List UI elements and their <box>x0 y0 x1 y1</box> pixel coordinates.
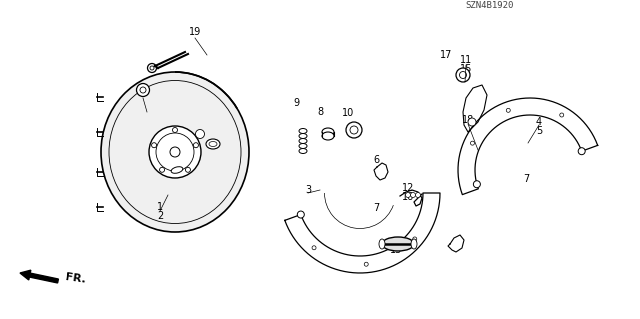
Ellipse shape <box>170 147 180 157</box>
Ellipse shape <box>299 144 307 149</box>
Text: 7: 7 <box>373 203 379 213</box>
Text: 5: 5 <box>536 126 542 136</box>
Text: 7: 7 <box>523 174 529 184</box>
Text: 15: 15 <box>460 64 472 74</box>
Ellipse shape <box>140 87 146 93</box>
Ellipse shape <box>406 192 410 197</box>
Text: 12: 12 <box>402 183 414 193</box>
Polygon shape <box>285 193 440 273</box>
Polygon shape <box>448 235 464 252</box>
Ellipse shape <box>186 167 191 172</box>
Ellipse shape <box>560 113 564 117</box>
Ellipse shape <box>415 192 420 197</box>
Text: 6: 6 <box>373 155 379 165</box>
Text: 13: 13 <box>390 245 402 255</box>
Ellipse shape <box>195 130 205 138</box>
Ellipse shape <box>209 142 217 146</box>
Text: SZN4B1920: SZN4B1920 <box>466 1 514 10</box>
Ellipse shape <box>322 128 334 136</box>
Ellipse shape <box>460 71 467 78</box>
Ellipse shape <box>474 181 481 188</box>
Text: 14: 14 <box>450 241 462 251</box>
Ellipse shape <box>312 246 316 250</box>
Ellipse shape <box>411 239 417 249</box>
Text: 11: 11 <box>460 55 472 65</box>
Text: 16: 16 <box>402 192 414 202</box>
Text: 10: 10 <box>342 108 354 118</box>
Ellipse shape <box>470 141 474 145</box>
Ellipse shape <box>147 63 157 72</box>
Ellipse shape <box>193 143 198 148</box>
Ellipse shape <box>299 129 307 133</box>
Text: 4: 4 <box>536 117 542 127</box>
Ellipse shape <box>456 68 470 82</box>
Ellipse shape <box>159 167 164 172</box>
Ellipse shape <box>410 192 415 197</box>
Text: 3: 3 <box>305 185 311 195</box>
Ellipse shape <box>506 108 510 112</box>
Ellipse shape <box>136 84 150 97</box>
Ellipse shape <box>299 133 307 138</box>
FancyArrow shape <box>20 270 58 283</box>
Ellipse shape <box>468 118 476 126</box>
Text: 18: 18 <box>462 115 474 125</box>
Ellipse shape <box>298 211 304 218</box>
Ellipse shape <box>206 139 220 149</box>
Text: FR.: FR. <box>65 271 86 284</box>
Ellipse shape <box>299 149 307 153</box>
Ellipse shape <box>101 72 249 232</box>
Ellipse shape <box>150 66 154 70</box>
Ellipse shape <box>152 143 157 148</box>
Text: 19: 19 <box>189 27 201 37</box>
Ellipse shape <box>578 148 585 155</box>
Ellipse shape <box>299 138 307 144</box>
Ellipse shape <box>149 126 201 178</box>
Ellipse shape <box>413 237 417 241</box>
Ellipse shape <box>173 128 177 132</box>
Ellipse shape <box>382 237 414 251</box>
Polygon shape <box>374 163 388 180</box>
Ellipse shape <box>364 262 368 266</box>
Text: 1: 1 <box>157 202 163 212</box>
Text: 2: 2 <box>157 211 163 221</box>
Text: 9: 9 <box>293 98 299 108</box>
Text: 17: 17 <box>440 50 452 60</box>
Ellipse shape <box>350 126 358 134</box>
Text: 20: 20 <box>137 87 149 97</box>
Polygon shape <box>458 98 598 195</box>
Ellipse shape <box>346 122 362 138</box>
Ellipse shape <box>156 133 194 171</box>
Ellipse shape <box>322 132 334 140</box>
Ellipse shape <box>171 167 183 173</box>
Polygon shape <box>463 85 487 132</box>
Ellipse shape <box>109 80 241 224</box>
Text: 8: 8 <box>317 107 323 117</box>
Ellipse shape <box>379 239 385 249</box>
